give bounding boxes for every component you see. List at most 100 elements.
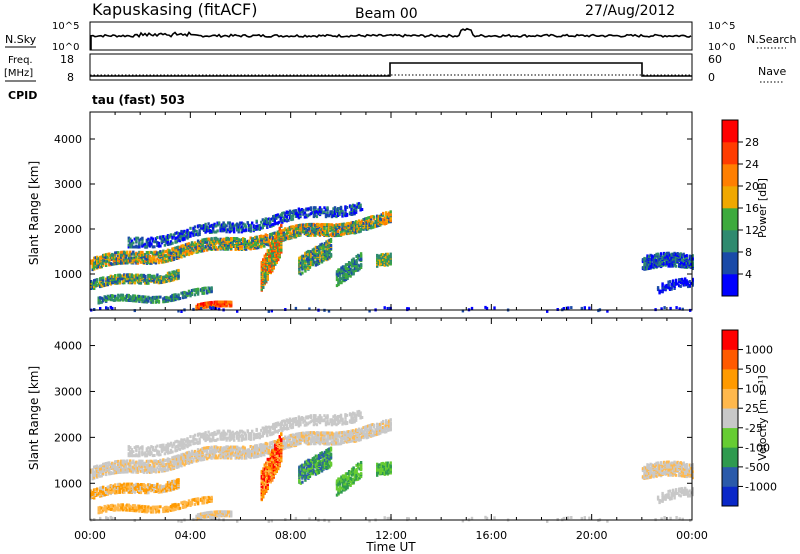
- power-cell-480: [199, 248, 203, 252]
- power-cell-3183: [355, 264, 358, 268]
- power-cell-2199: [263, 221, 266, 225]
- power-cell-2088: [216, 221, 219, 225]
- power-cell-627: [231, 237, 234, 240]
- power-cell-1095: [338, 223, 341, 226]
- power-cell-400: [180, 244, 183, 248]
- power-cell-1875: [127, 243, 130, 247]
- power-cell-3676: [294, 306, 298, 310]
- power-cell-948: [306, 228, 310, 232]
- power-cell-3117: [343, 273, 346, 277]
- power-cell-314: [162, 257, 165, 261]
- power-cell-1364: [100, 276, 103, 280]
- velocity-cell-1043: [326, 431, 329, 435]
- power-cell-1040: [326, 229, 329, 233]
- power-cell-342: [168, 253, 171, 257]
- power-cell-2394: [338, 211, 341, 215]
- power-cell-938: [305, 231, 308, 234]
- power-cell-1762: [154, 300, 158, 304]
- power-cell-2309: [300, 208, 304, 211]
- power-cell-2385: [335, 210, 338, 214]
- power-cell-3364: [655, 252, 658, 256]
- power-cell-1552: [154, 276, 158, 280]
- power-cell-1023: [323, 232, 326, 235]
- power-cell-1310: [388, 219, 391, 223]
- power-cell-3295: [644, 267, 648, 271]
- power-cell-925: [300, 223, 304, 227]
- velocity-cell-976: [312, 436, 316, 440]
- power-cell-1642: [99, 298, 102, 302]
- power-cell-3084: [337, 274, 340, 278]
- power-cell-1584: [165, 280, 168, 283]
- velocity-cell-400: [180, 453, 183, 457]
- power-cell-3533: [684, 254, 687, 258]
- velocity-cell-984: [314, 432, 317, 436]
- power-cell-89: [109, 256, 112, 260]
- power-cell-1897: [136, 236, 140, 240]
- velocity-cell-177: [129, 468, 132, 472]
- velocity-cell-650: [236, 445, 239, 449]
- velocity-cell-282: [154, 470, 158, 474]
- power-cell-2869: [301, 257, 304, 261]
- power-cell-2644: [266, 266, 269, 270]
- power-cell-2238: [276, 215, 279, 219]
- power-cell-444: [190, 247, 194, 251]
- velocity-cell-1064: [332, 438, 335, 442]
- power-cell-976: [312, 227, 316, 231]
- power-cell-3414: [664, 252, 667, 256]
- power-cell-860: [287, 231, 290, 235]
- velocity-cell-132: [118, 461, 121, 465]
- power-cell-2720: [272, 261, 275, 265]
- power-cell-1098: [339, 230, 343, 234]
- power-cell-3066: [329, 252, 333, 256]
- power-cell-1501: [139, 281, 143, 285]
- power-cell-2751: [274, 243, 277, 246]
- velocity-cell-185: [130, 469, 133, 473]
- power-cell-458: [195, 249, 198, 253]
- power-cell-1264: [376, 217, 379, 221]
- power-cell-207: [135, 251, 138, 255]
- power-cell-3583: [661, 286, 664, 290]
- power-cell-141: [120, 250, 123, 254]
- power-cell-1957: [163, 237, 167, 241]
- power-cell-1670: [111, 294, 114, 298]
- power-cell-1029: [323, 223, 326, 227]
- power-cell-1500: [138, 274, 141, 278]
- power-cell-441: [189, 243, 192, 247]
- power-cell-3331: [649, 253, 652, 257]
- power-cell-2431: [353, 210, 356, 214]
- velocity-cell-760: [261, 445, 264, 449]
- power-cell-1564: [157, 276, 161, 280]
- velocity-cell-148: [123, 470, 126, 474]
- power-cell-3401: [662, 256, 666, 260]
- power-cell-2271: [288, 216, 292, 220]
- power-cell-2340: [315, 215, 319, 219]
- power-cell-37: [99, 265, 102, 269]
- power-cell-3349: [653, 262, 657, 266]
- velocity-cell-684: [245, 456, 248, 460]
- power-cell-2482: [207, 303, 210, 307]
- power-cell-2014: [184, 231, 188, 235]
- power-cell-2231: [273, 214, 276, 218]
- velocity-cell-954: [308, 436, 311, 440]
- power-cell-3000: [320, 250, 324, 254]
- power-cell-2935: [311, 261, 315, 265]
- power-cell-2908: [307, 257, 310, 261]
- power-cell-716: [252, 247, 255, 250]
- power-cell-3403: [662, 253, 666, 257]
- power-cell-2070: [208, 229, 212, 233]
- power-cell-1355: [99, 280, 102, 284]
- power-cell-3233: [380, 259, 383, 263]
- power-cell-1058: [330, 227, 334, 231]
- power-cell-1076: [333, 224, 337, 228]
- power-cell-559: [219, 246, 222, 250]
- power-cell-2250: [281, 213, 284, 217]
- velocity-cell-755: [260, 443, 263, 447]
- power-cell-2772: [275, 237, 278, 241]
- power-cell-253: [147, 259, 150, 263]
- power-cell-1104: [341, 227, 344, 231]
- velocity-cell-1054: [329, 431, 332, 435]
- power-cell-1885: [130, 241, 133, 245]
- power-cell-863: [287, 227, 290, 231]
- velocity-cell-646: [236, 451, 239, 455]
- power-cell-3456: [671, 257, 675, 261]
